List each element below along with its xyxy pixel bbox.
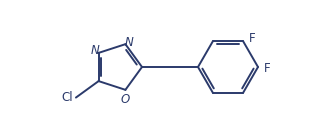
Text: N: N bbox=[125, 36, 134, 49]
Text: Cl: Cl bbox=[61, 91, 73, 104]
Text: N: N bbox=[90, 44, 99, 57]
Text: F: F bbox=[264, 62, 271, 75]
Text: F: F bbox=[249, 31, 256, 45]
Text: O: O bbox=[121, 93, 130, 106]
